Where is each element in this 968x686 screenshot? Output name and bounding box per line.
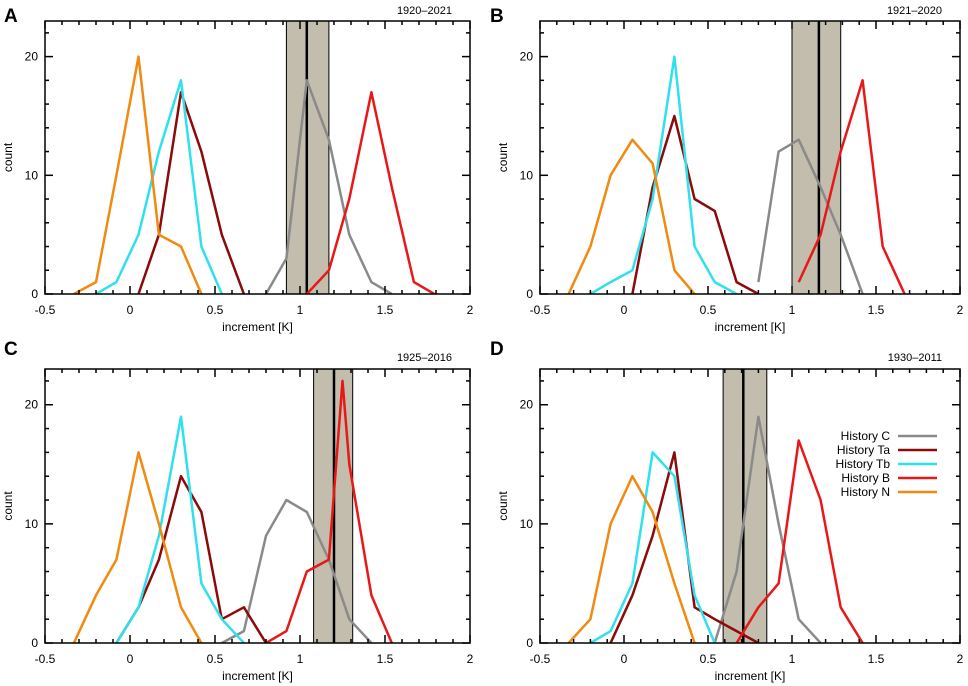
series-line-history-b <box>305 90 435 294</box>
x-tick-label: -0.5 <box>35 303 56 317</box>
y-tick-label: 20 <box>520 398 534 412</box>
y-tick-label: 10 <box>25 517 39 531</box>
y-tick-label: 20 <box>25 50 39 64</box>
y-tick-label: 20 <box>25 398 39 412</box>
series-group <box>72 379 393 643</box>
period-label: 1930–2011 <box>888 352 942 364</box>
y-tick-label: 0 <box>526 636 533 650</box>
x-tick-label: 0 <box>621 303 628 317</box>
y-axis-label: count <box>1 491 15 521</box>
x-tick-label: 0.5 <box>700 303 717 317</box>
x-tick-label: 1 <box>789 652 796 666</box>
panel-letter: D <box>490 339 504 360</box>
x-axis-label: increment [K] <box>715 320 786 334</box>
x-tick-label: 0.5 <box>207 652 224 666</box>
x-axis-label: increment [K] <box>715 669 786 683</box>
series-line-history-n <box>72 451 203 643</box>
period-label: 1925–2016 <box>397 352 452 364</box>
y-axis-label: count <box>496 491 510 521</box>
y-tick-label: 10 <box>25 168 39 182</box>
x-axis-label: increment [K] <box>222 320 293 334</box>
y-axis-label: count <box>496 142 510 172</box>
x-tick-label: 2 <box>957 303 964 317</box>
period-label: 1920–2021 <box>397 5 452 17</box>
y-tick-label: 0 <box>31 636 38 650</box>
x-tick-label: -0.5 <box>530 652 551 666</box>
legend-label: History N <box>841 485 890 499</box>
x-tick-label: 0 <box>127 303 134 317</box>
axes-frame <box>44 20 471 295</box>
x-tick-label: 1 <box>789 303 796 317</box>
x-tick-label: 1.5 <box>377 652 394 666</box>
x-tick-label: 1 <box>297 652 304 666</box>
axes-frame <box>539 368 961 644</box>
series-line-history-n <box>567 138 696 294</box>
period-label: 1921–2020 <box>887 5 942 17</box>
x-tick-label: 0.5 <box>700 652 717 666</box>
x-tick-label: 0.5 <box>207 303 224 317</box>
series-line-history-b <box>735 439 864 643</box>
y-tick-label: 0 <box>31 287 38 301</box>
x-tick-label: 0 <box>621 652 628 666</box>
x-tick-label: -0.5 <box>530 303 551 317</box>
axes-frame <box>539 20 961 295</box>
series-line-history-tb <box>589 451 716 643</box>
series-line-history-c <box>713 415 822 643</box>
series-line-history-tb <box>95 79 223 294</box>
y-tick-label: 10 <box>520 517 534 531</box>
series-line-history-n <box>567 474 696 643</box>
y-tick-label: 10 <box>520 168 534 182</box>
x-tick-label: 1 <box>297 303 304 317</box>
x-tick-label: -0.5 <box>35 652 56 666</box>
series-line-history-c <box>264 79 393 294</box>
panel-letter: B <box>490 6 504 27</box>
series-line-history-ta <box>631 114 759 294</box>
series-line-history-b <box>797 79 906 294</box>
x-tick-label: 2 <box>467 303 474 317</box>
y-tick-label: 0 <box>526 287 533 301</box>
axes-frame <box>44 368 471 644</box>
series-line-history-c <box>757 138 864 294</box>
x-tick-label: 1.5 <box>868 303 885 317</box>
y-tick-label: 20 <box>520 50 534 64</box>
uncertainty-band <box>791 20 842 295</box>
series-line-history-b <box>265 379 393 643</box>
x-axis-label: increment [K] <box>222 669 293 683</box>
series-line-history-ta <box>137 90 246 294</box>
series-line-history-tb <box>589 55 738 294</box>
x-tick-label: 2 <box>957 652 964 666</box>
x-tick-label: 2 <box>467 652 474 666</box>
series-group <box>73 55 435 294</box>
legend-label: History C <box>841 429 891 443</box>
legend-label: History B <box>841 471 890 485</box>
series-line-history-n <box>73 55 203 294</box>
series-group <box>567 55 906 294</box>
panel-letter: C <box>4 339 18 360</box>
panel-letter: A <box>4 6 18 27</box>
series-line-history-tb <box>115 415 245 643</box>
x-tick-label: 1.5 <box>868 652 885 666</box>
legend-label: History Tb <box>836 457 891 471</box>
y-axis-label: count <box>1 142 15 172</box>
series-group <box>567 415 864 643</box>
x-tick-label: 0 <box>127 652 134 666</box>
x-tick-label: 1.5 <box>377 303 394 317</box>
legend-label: History Ta <box>837 443 890 457</box>
